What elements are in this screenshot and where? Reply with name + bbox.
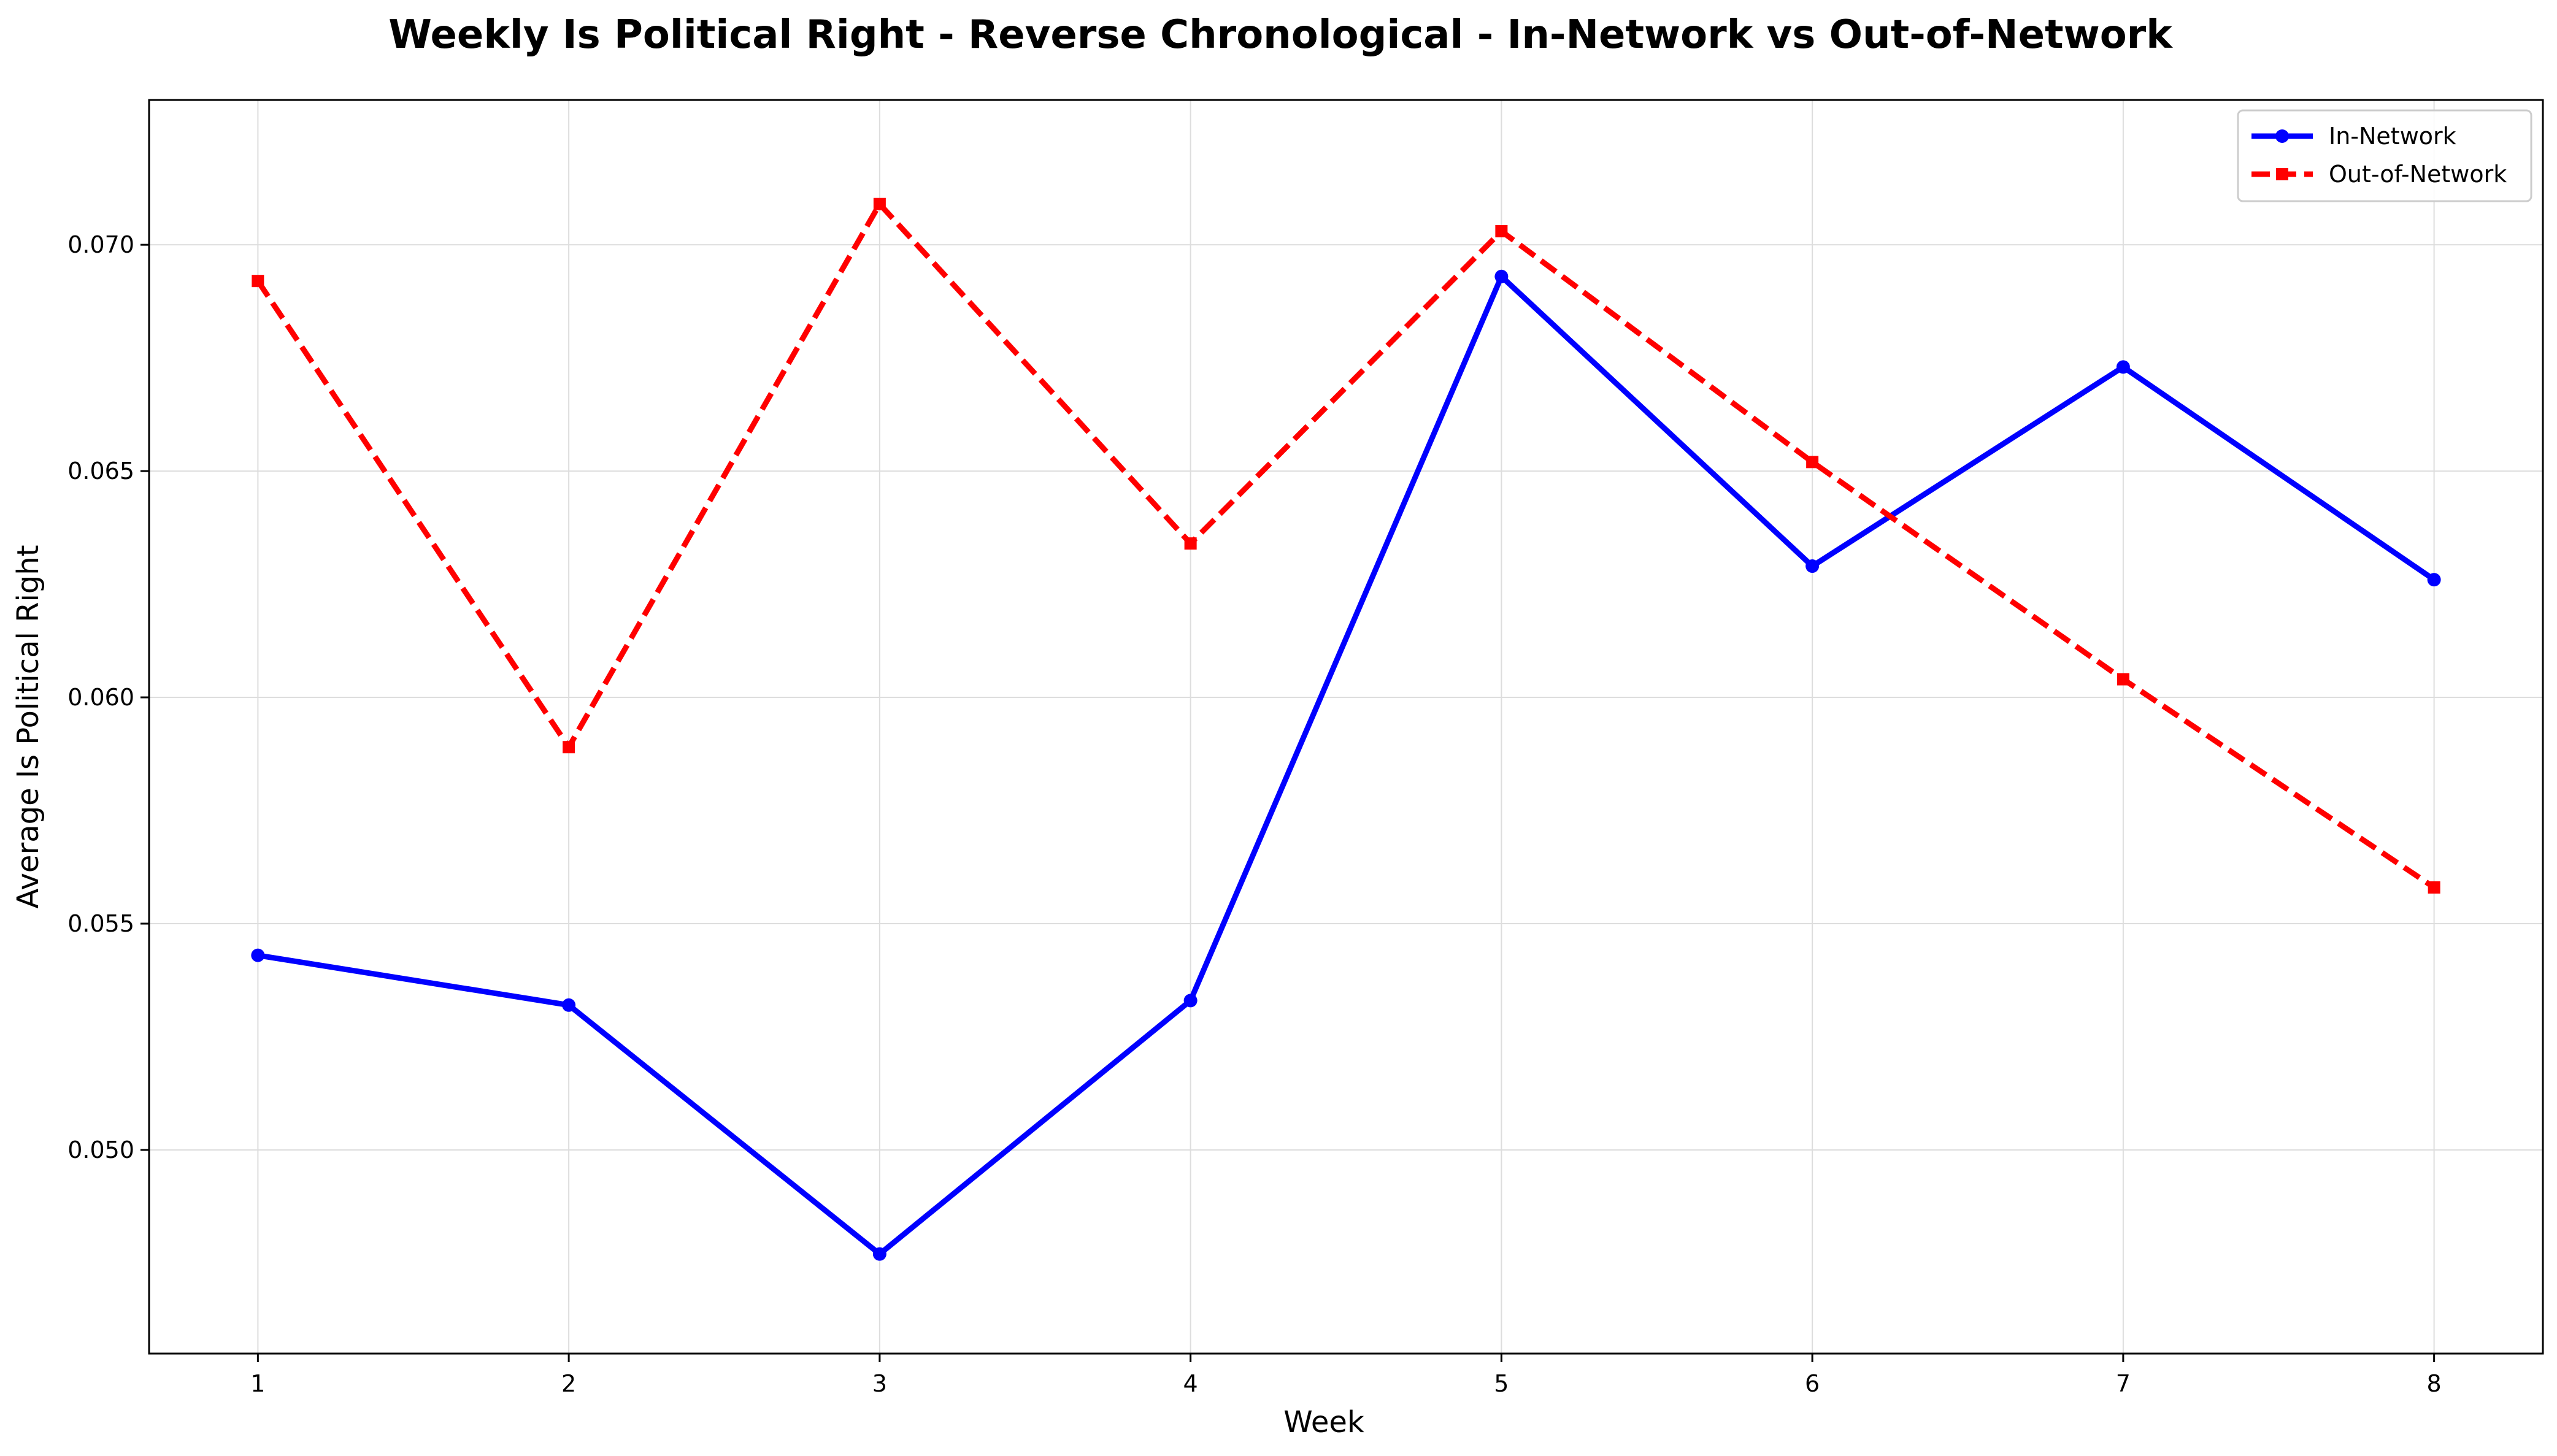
data-point-out-of-network bbox=[1495, 224, 1508, 237]
y-axis-label: Average Is Political Right bbox=[11, 545, 45, 908]
data-point-in-network bbox=[251, 948, 265, 962]
legend-label-in-network: In-Network bbox=[2329, 123, 2456, 150]
y-tick-label: 0.060 bbox=[67, 684, 134, 711]
x-tick-label: 8 bbox=[2427, 1370, 2442, 1397]
data-point-out-of-network bbox=[1806, 456, 1819, 469]
data-point-in-network bbox=[1805, 559, 1820, 573]
y-tick-label: 0.065 bbox=[67, 458, 134, 485]
data-point-in-network bbox=[1494, 269, 1509, 283]
series-layer bbox=[251, 197, 2441, 1261]
grid-layer bbox=[149, 100, 2543, 1354]
chart-title: Weekly Is Political Right - Reverse Chro… bbox=[388, 12, 2173, 58]
legend-label-out-of-network: Out-of-Network bbox=[2329, 161, 2507, 188]
y-tick-label: 0.055 bbox=[67, 910, 134, 937]
series-line-out-of-network bbox=[255, 201, 2436, 890]
x-axis-label: Week bbox=[1283, 1405, 1364, 1439]
y-tick-label: 0.070 bbox=[67, 231, 134, 258]
x-tick-label: 5 bbox=[1494, 1370, 1509, 1397]
x-tick-label: 4 bbox=[1183, 1370, 1198, 1397]
data-point-out-of-network bbox=[563, 741, 575, 754]
x-tick-label: 6 bbox=[1805, 1370, 1820, 1397]
legend-marker-out-of-network bbox=[2276, 168, 2288, 180]
y-tick-label: 0.050 bbox=[67, 1136, 134, 1163]
data-point-in-network bbox=[872, 1247, 886, 1261]
data-point-in-network bbox=[2427, 573, 2441, 587]
data-point-out-of-network bbox=[873, 197, 886, 210]
data-point-in-network bbox=[2116, 360, 2130, 374]
plot-frame bbox=[148, 99, 2544, 1355]
x-tick-label: 7 bbox=[2116, 1370, 2131, 1397]
series-line-in-network bbox=[257, 274, 2436, 1257]
legend: In-Network Out-of-Network bbox=[2237, 109, 2532, 202]
data-point-in-network bbox=[1183, 994, 1198, 1008]
tick-layer: 1 2 3 4 5 6 7 8 0.050 0.055 0.060 0.065 0.070 bbox=[67, 231, 2442, 1397]
data-point-out-of-network bbox=[252, 275, 264, 288]
data-point-in-network bbox=[562, 998, 576, 1012]
legend-marker-in-network bbox=[2275, 129, 2289, 143]
legend-box bbox=[2237, 109, 2532, 202]
x-tick-label: 2 bbox=[561, 1370, 576, 1397]
data-point-out-of-network bbox=[2428, 881, 2440, 894]
x-tick-label: 3 bbox=[872, 1370, 887, 1397]
data-point-out-of-network bbox=[1184, 537, 1197, 550]
data-point-out-of-network bbox=[2117, 673, 2129, 686]
x-tick-label: 1 bbox=[250, 1370, 265, 1397]
